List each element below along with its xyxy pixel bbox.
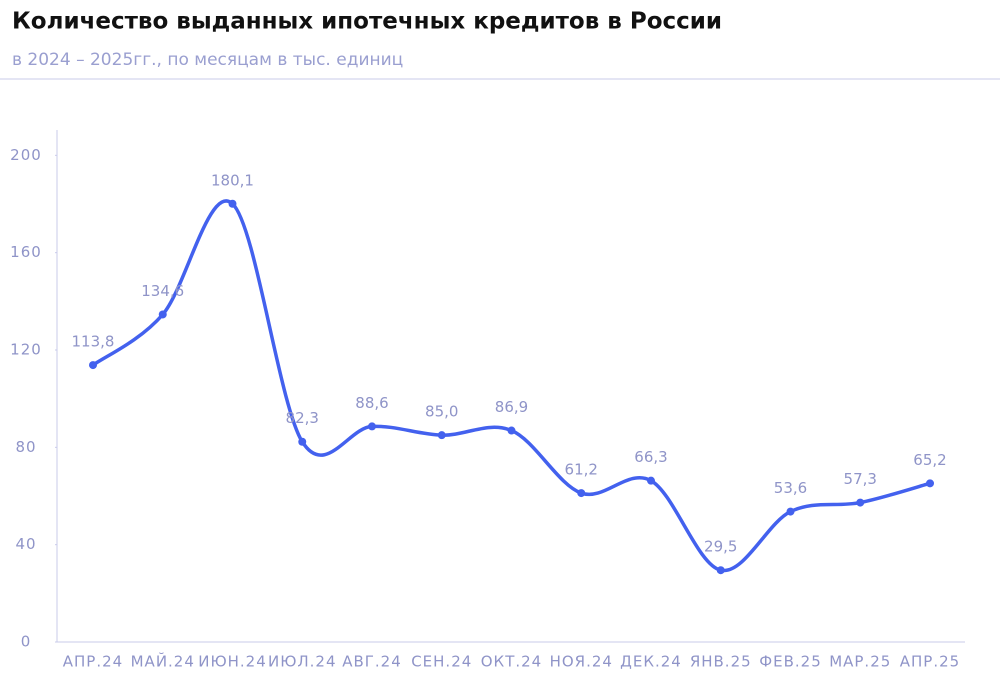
y-tick-label: 0 [21,633,32,651]
x-tick-label: НОЯ.24 [550,653,613,671]
x-tick-label: ОКТ.24 [481,653,542,671]
value-label: 113,8 [72,333,115,351]
chart-title: Количество выданных ипотечных кредитов в… [12,9,722,35]
value-label: 82,3 [286,409,319,427]
y-tick-label: 40 [15,535,36,553]
value-label: 53,6 [774,479,807,497]
y-tick-label: 120 [10,341,42,359]
point [158,310,167,319]
value-label: 57,3 [844,470,877,488]
x-tick-label: ИЮН.24 [198,653,267,671]
value-label: 65,2 [913,451,946,469]
y-tick-label: 80 [15,438,36,456]
value-label: 61,2 [565,461,598,479]
point [507,426,516,435]
point [647,476,655,485]
y-tick-label: 160 [10,243,42,261]
value-label: 88,6 [355,394,388,412]
point [368,422,376,431]
point [89,361,97,370]
value-label: 86,9 [495,398,528,416]
point [577,489,586,498]
point [926,479,934,488]
chart-subtitle: в 2024 – 2025гг., по месяцам в тыс. един… [12,50,403,70]
point [786,507,795,516]
x-tick-label: ФЕВ.25 [759,653,822,671]
x-tick-label: АПР.24 [63,653,123,671]
value-label: 66,3 [634,448,667,466]
x-tick-label: МАР.25 [829,653,891,671]
x-tick-label: МАЙ.24 [131,652,195,671]
line [91,199,932,573]
value-label: 180,1 [211,171,254,189]
point [716,566,725,575]
x-tick-label: СЕН.24 [411,653,472,671]
x-tick-label: ДЕК.24 [620,653,682,671]
x-tick-label: АПР.25 [900,653,960,671]
point [437,431,446,440]
value-label: 29,5 [704,538,737,556]
value-label: 85,0 [425,403,458,421]
x-tick-label: ЯНВ.25 [690,653,752,671]
value-label: 134,6 [141,282,184,300]
point [856,498,865,507]
y-tick-label: 200 [10,146,42,164]
point [298,437,307,446]
x-tick-label: АВГ.24 [342,653,402,671]
point [228,199,237,208]
x-tick-label: ИЮЛ.24 [268,653,337,671]
